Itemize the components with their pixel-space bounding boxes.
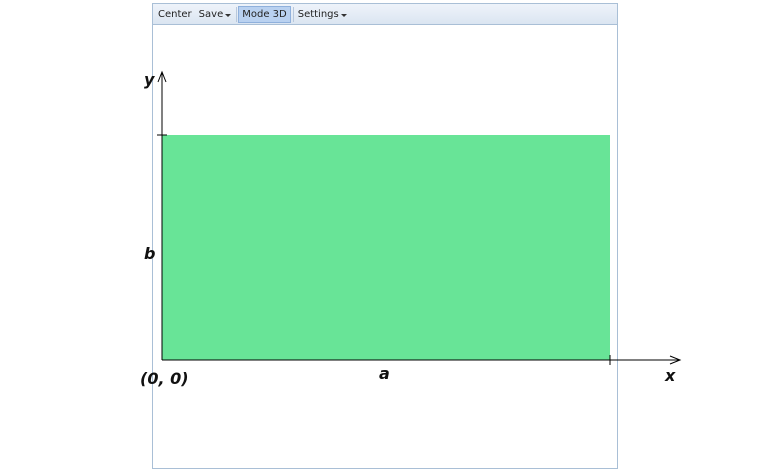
x-axis-arrowhead xyxy=(669,355,682,365)
y-axis-arrowhead xyxy=(157,70,167,83)
rectangle-region xyxy=(162,135,610,360)
x-axis-label: x xyxy=(664,366,676,385)
height-label: b xyxy=(144,244,155,263)
center-button-label: Center xyxy=(158,8,192,20)
y-axis-label: y xyxy=(144,70,155,89)
chevron-down-icon xyxy=(340,13,347,17)
settings-button-label: Settings xyxy=(297,8,339,20)
toolbar: Center Save Mode 3D Settings xyxy=(153,4,617,25)
mode-3d-button[interactable]: Mode 3D xyxy=(238,5,291,23)
save-button-label: Save xyxy=(198,8,224,20)
toolbar-divider xyxy=(292,6,294,22)
width-label: a xyxy=(379,364,390,383)
save-button[interactable]: Save xyxy=(196,6,235,23)
center-button[interactable]: Center xyxy=(155,6,195,23)
settings-button[interactable]: Settings xyxy=(295,6,350,23)
chevron-down-icon xyxy=(225,13,232,17)
mode-3d-button-label: Mode 3D xyxy=(242,8,287,20)
origin-label: (0, 0) xyxy=(140,369,189,388)
toolbar-divider xyxy=(236,6,238,22)
